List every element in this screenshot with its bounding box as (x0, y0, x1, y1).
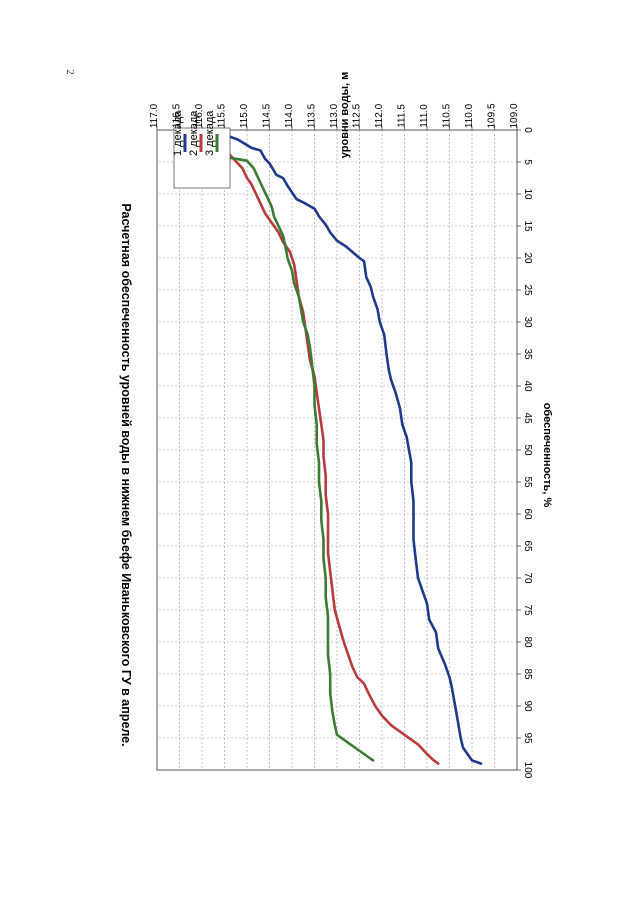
x-tick-label: 10 (522, 188, 533, 200)
y-tick-label: 114.5 (262, 103, 273, 128)
y-tick-label: 112.5 (352, 103, 363, 128)
y-axis-title: уровни воды, м (339, 72, 351, 158)
x-tick-label: 20 (522, 252, 533, 264)
series-lines (178, 131, 483, 765)
y-tick-label: 109.0 (509, 103, 520, 128)
y-tick-label: 113.5 (307, 103, 318, 128)
legend-label-3: 3 декада (204, 110, 216, 156)
y-tick-label: 116.0 (194, 103, 205, 128)
y-tick-label: 111.0 (419, 104, 430, 128)
x-tick-label: 60 (522, 508, 533, 520)
x-tick-label: 40 (522, 380, 533, 392)
legend-label-2: 2 декада (188, 110, 200, 156)
legend-label-1: 1 декада (172, 110, 184, 156)
y-tick-label: 113.0 (329, 103, 340, 128)
x-tick-label: 65 (522, 540, 533, 552)
x-tick-label: 0 (522, 127, 533, 133)
y-tick-label: 110.5 (442, 103, 453, 128)
chart-title: Расчетная обеспеченность уровней воды в … (119, 203, 133, 746)
y-tick-label: 110.0 (464, 103, 475, 128)
x-tick-label: 85 (522, 668, 533, 680)
series-line-2 (200, 131, 440, 765)
x-tick-label: 25 (522, 284, 533, 296)
y-tick-label: 115.0 (239, 103, 250, 128)
x-tick-label: 70 (522, 572, 533, 584)
x-tick-label: 5 (522, 159, 533, 165)
x-tick-label: 55 (522, 476, 533, 488)
tick-labels: 0 5 10 15 20 25 30 35 40 45 50 55 60 65 70 75 80 85 90 95 10… (149, 103, 533, 779)
x-tick-label: 45 (522, 412, 533, 424)
grid-lines (157, 130, 517, 770)
x-tick-label: 90 (522, 700, 533, 712)
series-line-1 (218, 131, 483, 765)
y-tick-label: 112.0 (374, 103, 385, 128)
x-tick-label: 95 (522, 732, 533, 744)
y-tick-label: 115.5 (217, 103, 228, 128)
x-tick-label: 15 (522, 220, 533, 232)
x-axis-title: обеспеченность, % (541, 403, 553, 508)
x-tick-label: 75 (522, 604, 533, 616)
x-tick-label: 30 (522, 316, 533, 328)
y-tick-label: 117.0 (149, 103, 160, 128)
x-tick-label: 50 (522, 444, 533, 456)
x-tick-label: 35 (522, 348, 533, 360)
x-tick-label: 80 (522, 636, 533, 648)
y-tick-label: 109.5 (487, 103, 498, 128)
x-tick-label: 100 (522, 762, 533, 779)
series-line-3 (178, 131, 375, 762)
y-tick-label: 111.5 (397, 104, 408, 128)
y-tick-label: 116.5 (172, 103, 183, 128)
y-tick-label: 114.0 (284, 103, 295, 128)
legend: 1 декада 2 декада 3 декада (172, 110, 231, 189)
